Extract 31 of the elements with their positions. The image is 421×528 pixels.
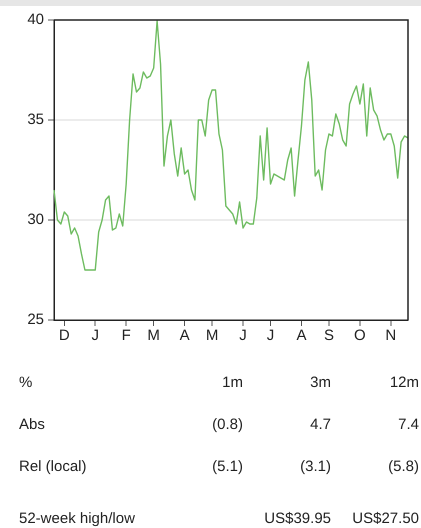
- text: 12m: [388, 373, 419, 393]
- x-tick-label: M: [206, 327, 218, 344]
- text: (3.1): [299, 457, 331, 477]
- y-tick-label: 40: [27, 11, 44, 28]
- text: (5.1): [211, 457, 243, 477]
- y-tick-label: 25: [27, 311, 44, 328]
- text: US$39.95: [263, 509, 331, 528]
- x-tick-label: M: [147, 327, 160, 344]
- text: Rel (local): [19, 457, 88, 477]
- x-tick-label: A: [296, 327, 306, 344]
- text: 7.4: [397, 415, 419, 435]
- text: 1m: [221, 373, 243, 393]
- x-tick-label: J: [266, 327, 274, 344]
- y-tick-label: 35: [27, 111, 44, 128]
- x-tick-label: S: [324, 327, 334, 344]
- x-tick-label: J: [239, 327, 247, 344]
- text: (5.8): [387, 457, 419, 477]
- y-tick-label: 30: [27, 211, 44, 228]
- x-tick-label: F: [122, 327, 131, 344]
- x-tick-label: D: [58, 327, 70, 344]
- text: (0.8): [211, 415, 243, 435]
- text: 3m: [309, 373, 331, 393]
- x-tick-label: A: [180, 327, 190, 344]
- x-tick-label: J: [91, 327, 99, 344]
- x-tick-label: O: [354, 327, 366, 344]
- x-tick-label: N: [385, 327, 396, 344]
- text: %: [19, 373, 34, 393]
- text: 52-week high/low: [19, 509, 136, 528]
- text: 4.7: [309, 415, 331, 435]
- text: US$27.50: [351, 509, 419, 528]
- text: Abs: [19, 415, 46, 435]
